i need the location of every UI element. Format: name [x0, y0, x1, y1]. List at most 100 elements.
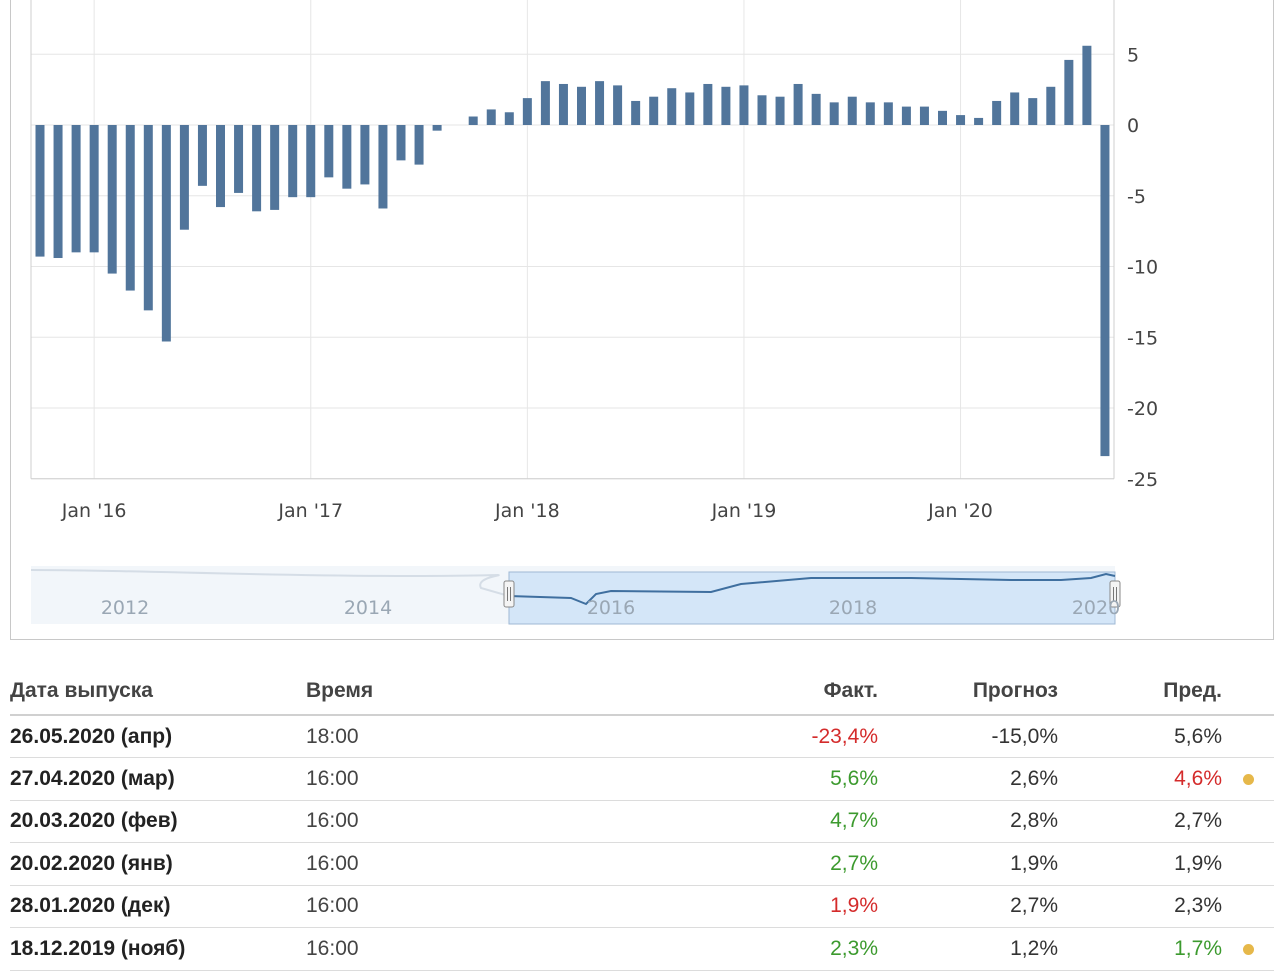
bar[interactable]: [161, 125, 171, 342]
bar[interactable]: [577, 86, 586, 125]
bar[interactable]: [414, 125, 424, 165]
bar[interactable]: [613, 85, 623, 125]
bar[interactable]: [270, 125, 280, 210]
header-time[interactable]: Время: [306, 668, 606, 716]
bar[interactable]: [179, 125, 189, 230]
table-row[interactable]: 20.02.2020 (янв) 16:00 2,7% 1,9% 1,9%: [10, 842, 1274, 886]
bar[interactable]: [956, 115, 966, 125]
header-previous[interactable]: Пред.: [1058, 668, 1222, 716]
bar[interactable]: [685, 92, 695, 125]
x-tick-label: Jan '16: [61, 500, 127, 522]
bar[interactable]: [125, 125, 135, 291]
forecast-value: 2,8%: [878, 800, 1058, 843]
bar[interactable]: [811, 93, 821, 125]
bar[interactable]: [1100, 125, 1110, 457]
release-time: 16:00: [306, 842, 606, 886]
actual-value: -23,4%: [606, 715, 878, 758]
bar[interactable]: [595, 81, 605, 125]
table-row[interactable]: 27.04.2020 (мар) 16:00 5,6% 2,6% 4,6%: [10, 757, 1274, 801]
release-date: 26.05.2020 (апр): [10, 715, 306, 758]
bar[interactable]: [558, 83, 568, 125]
bar[interactable]: [883, 102, 893, 125]
navigator-handle-left[interactable]: [503, 580, 515, 608]
forecast-value: 2,7%: [878, 885, 1058, 928]
bar[interactable]: [1046, 86, 1056, 125]
table-row[interactable]: 18.12.2019 (нояб) 16:00 2,3% 1,2% 1,7%: [10, 927, 1274, 971]
bar[interactable]: [793, 83, 803, 125]
table-row[interactable]: 26.05.2020 (апр) 18:00 -23,4% -15,0% 5,6%: [10, 715, 1274, 758]
revision-dot-icon[interactable]: [1242, 773, 1254, 785]
bar[interactable]: [992, 100, 1002, 125]
bar[interactable]: [360, 125, 370, 185]
bar[interactable]: [938, 110, 947, 125]
header-actual[interactable]: Факт.: [606, 668, 878, 716]
grid-layer: [30, 0, 1115, 480]
header-date[interactable]: Дата выпуска: [10, 668, 306, 716]
bar[interactable]: [1064, 59, 1074, 125]
revision-marker-cell: [1222, 927, 1274, 971]
bar[interactable]: [919, 106, 929, 125]
bar[interactable]: [197, 125, 207, 186]
bar[interactable]: [71, 125, 81, 253]
release-date: 20.02.2020 (янв): [10, 842, 306, 886]
bar[interactable]: [522, 98, 532, 125]
bar[interactable]: [89, 125, 99, 253]
bar[interactable]: [775, 96, 785, 125]
bar[interactable]: [378, 125, 388, 209]
release-time: 16:00: [306, 800, 606, 843]
bar[interactable]: [847, 96, 857, 125]
previous-value: 4,6%: [1058, 757, 1222, 801]
bar[interactable]: [216, 125, 225, 208]
range-navigator[interactable]: 2012 2014 2016 2018 2020: [30, 566, 1121, 625]
y-tick-label: 0: [1127, 115, 1139, 137]
bar[interactable]: [143, 125, 153, 311]
release-date: 20.03.2020 (фев): [10, 800, 306, 843]
table-row[interactable]: 20.03.2020 (фев) 16:00 4,7% 2,8% 2,7%: [10, 800, 1274, 843]
bar[interactable]: [234, 125, 244, 193]
bar[interactable]: [288, 125, 298, 198]
bar[interactable]: [53, 125, 63, 259]
bar[interactable]: [667, 88, 677, 125]
actual-value: 2,7%: [606, 842, 878, 886]
bar[interactable]: [1028, 98, 1038, 125]
bar[interactable]: [974, 117, 984, 125]
bar[interactable]: [504, 112, 514, 125]
bar[interactable]: [829, 102, 839, 125]
bar[interactable]: [703, 83, 713, 125]
navigator-handle-right[interactable]: [1109, 580, 1121, 608]
bar[interactable]: [432, 125, 442, 131]
bar[interactable]: [396, 125, 406, 161]
y-tick-label: -15: [1127, 327, 1158, 349]
revision-marker-cell: [1222, 715, 1274, 758]
revision-dot-icon[interactable]: [1242, 943, 1254, 955]
previous-value: 2,3%: [1058, 885, 1222, 928]
previous-value: 1,9%: [1058, 842, 1222, 886]
bar[interactable]: [631, 100, 641, 125]
bar[interactable]: [306, 125, 316, 198]
navigator-series: [508, 572, 1116, 606]
y-tick-label: -25: [1127, 469, 1158, 491]
forecast-value: 1,2%: [878, 927, 1058, 971]
bar[interactable]: [865, 102, 875, 125]
bar[interactable]: [739, 85, 749, 125]
x-axis: Jan '16 Jan '17 Jan '18 Jan '19 Jan '20: [61, 500, 993, 522]
bar[interactable]: [324, 125, 334, 178]
table-row[interactable]: 28.01.2020 (дек) 16:00 1,9% 2,7% 2,3%: [10, 885, 1274, 928]
bar[interactable]: [649, 96, 659, 125]
bar[interactable]: [721, 86, 731, 125]
bar[interactable]: [486, 109, 496, 125]
previous-value: 1,7%: [1058, 927, 1222, 971]
bar[interactable]: [1082, 45, 1092, 126]
bar[interactable]: [252, 125, 262, 212]
bar[interactable]: [468, 116, 478, 125]
bar[interactable]: [901, 106, 911, 125]
bar[interactable]: [107, 125, 117, 274]
bar[interactable]: [757, 95, 767, 125]
y-axis: 5 0 -5 -10 -15 -20 -25: [1127, 44, 1158, 491]
bar[interactable]: [35, 125, 45, 257]
x-tick-label: Jan '20: [927, 500, 993, 522]
header-forecast[interactable]: Прогноз: [878, 668, 1058, 716]
bar[interactable]: [1010, 92, 1020, 125]
bar[interactable]: [540, 81, 550, 125]
bar[interactable]: [342, 125, 352, 189]
